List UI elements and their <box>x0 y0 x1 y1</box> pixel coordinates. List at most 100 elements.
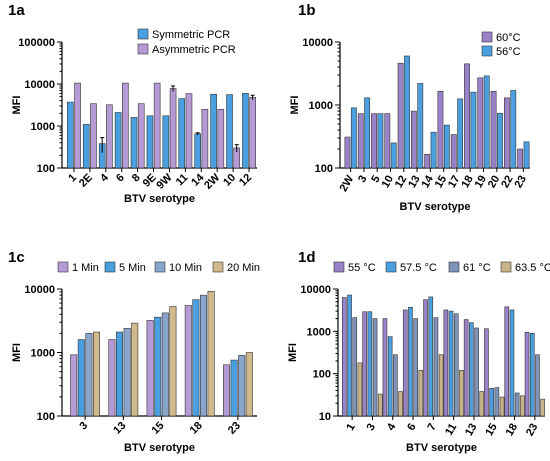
bar-1d-635c-13 <box>479 391 485 417</box>
legend-swatch <box>448 261 460 273</box>
bar-1b-56c-3 <box>364 97 371 169</box>
x-axis-label: BTV serotype <box>124 442 195 454</box>
bar-1d-55c-11 <box>443 309 449 417</box>
bar-1d-635c-18 <box>520 395 525 417</box>
bar-1b-56c-10 <box>390 142 397 169</box>
bar-1b-60c-17 <box>450 134 457 169</box>
bar-1d-61c-11 <box>453 313 459 417</box>
legend-1a: Symmetric PCR Asymmetric PCR <box>137 28 236 56</box>
y-tick-label: 10000 <box>300 284 331 296</box>
legend-swatch <box>481 45 493 57</box>
x-tick-label: 11 <box>174 172 191 189</box>
bar-1d-635c-15 <box>499 396 505 417</box>
x-tick-label: 3 <box>77 420 90 433</box>
bar-1d-55c-6 <box>402 309 408 417</box>
bar-1a-symmetricpcr-11 <box>178 98 186 169</box>
legend-label: 60°C <box>496 32 521 44</box>
bar-1a-asymmetricpcr-1 <box>74 82 81 169</box>
bar-1d-55c-3 <box>362 311 367 417</box>
legend-swatch <box>154 261 166 273</box>
bar-1a-asymmetricpcr-9w <box>169 88 177 169</box>
y-tick-label: 1000 <box>31 121 55 133</box>
bar-1d-61c-4 <box>393 354 398 417</box>
panel-label: 1d <box>298 249 316 266</box>
y-tick-label: 1000 <box>309 100 333 112</box>
bar-1a-symmetricpcr-1 <box>67 101 74 169</box>
legend-swatch <box>212 261 224 273</box>
bar-1b-60c-19 <box>477 77 484 169</box>
bar-1d-55c-1 <box>342 297 347 417</box>
bar-1b-56c-2w <box>350 107 357 169</box>
x-tick-label: 3 <box>365 422 378 433</box>
x-tick-label: 10 <box>380 174 397 191</box>
legend-1b: 60°C 56°C <box>481 31 521 58</box>
bar-1d-61c-3 <box>372 318 378 417</box>
legend-swatch <box>500 261 512 273</box>
bar-1d-575c-1 <box>347 294 352 417</box>
bar-1b-56c-5 <box>377 113 384 169</box>
bar-1d-635c-23 <box>540 398 545 417</box>
bar-1a-symmetricpcr-8 <box>130 117 138 169</box>
bar-1c-1min-3 <box>70 354 78 417</box>
bar-1d-575c-7 <box>428 296 434 417</box>
bar-1b-56c-20 <box>497 112 503 169</box>
legend-label: Asymmetric PCR <box>152 44 236 56</box>
bar-1d-61c-7 <box>433 317 439 417</box>
x-tick-label: 2W <box>202 171 223 192</box>
bar-1c-20min-23 <box>245 352 253 417</box>
bar-1a-asymmetricpcr-14 <box>201 108 209 169</box>
bar-1a-symmetricpcr-2e <box>82 123 90 169</box>
x-axis-label: BTV serotype <box>400 201 471 213</box>
bar-1c-5min-23 <box>230 359 238 417</box>
legend-label: 10 Min <box>169 262 202 274</box>
bar-1d-575c-11 <box>448 310 454 417</box>
panel-1c: 1c 100 1000 10000 MFI BTV serotype 3 13 15 18 23 1 … <box>8 249 260 454</box>
x-tick-label: 19 <box>473 174 490 191</box>
x-tick-label: 7 <box>425 422 438 433</box>
x-tick-label: 1 <box>344 422 357 433</box>
x-tick-label: 12 <box>393 174 410 191</box>
bar-1c-10min-23 <box>238 355 246 417</box>
bar-1a-asymmetricpcr-12 <box>249 97 256 169</box>
bar-1d-61c-15 <box>494 387 500 417</box>
bar-1c-10min-13 <box>123 328 131 417</box>
bar-1c-5min-13 <box>116 331 124 417</box>
y-tick-label: 100 <box>37 163 55 175</box>
bar-1c-1min-23 <box>223 364 231 417</box>
x-tick-label: 18 <box>188 420 205 437</box>
bar-1b-60c-12 <box>397 62 404 169</box>
bar-1c-10min-18 <box>200 294 208 417</box>
y-axis-label: MFI <box>11 96 23 115</box>
legend-label: 57.5 °C <box>400 262 437 274</box>
x-tick-label: 17 <box>446 174 463 191</box>
x-tick-label: 6 <box>405 422 418 433</box>
bar-1d-55c-4 <box>382 318 388 417</box>
x-tick-label: 23 <box>512 174 529 191</box>
x-tick-label: 15 <box>149 420 166 437</box>
x-tick-label: 2E <box>77 172 95 190</box>
legend-label: 63.5 °C <box>515 262 550 274</box>
bar-1c-20min-18 <box>207 290 215 417</box>
bar-1d-635c-3 <box>377 393 383 417</box>
legend-swatch <box>333 261 345 273</box>
bar-1b-56c-12 <box>404 55 410 169</box>
bar-1d-61c-23 <box>535 354 540 417</box>
bar-1b-56c-23 <box>523 141 530 169</box>
bar-1d-575c-4 <box>387 336 393 417</box>
legend-swatch <box>104 261 116 273</box>
bar-1c-20min-13 <box>131 322 139 417</box>
y-axis-label: MFI <box>287 343 299 362</box>
bar-1c-10min-3 <box>85 333 93 417</box>
x-tick-label: 13 <box>111 420 128 437</box>
bar-1d-61c-1 <box>352 317 358 417</box>
x-tick-label: 11 <box>443 422 459 438</box>
y-tick-label: 10000 <box>302 37 333 49</box>
legend-label: 1 Min <box>72 262 99 274</box>
bar-1a-symmetricpcr-9w <box>162 115 170 169</box>
legend-label: 5 Min <box>119 262 146 274</box>
bar-1a-symmetricpcr-12 <box>242 93 249 169</box>
legend-swatch <box>481 31 493 43</box>
